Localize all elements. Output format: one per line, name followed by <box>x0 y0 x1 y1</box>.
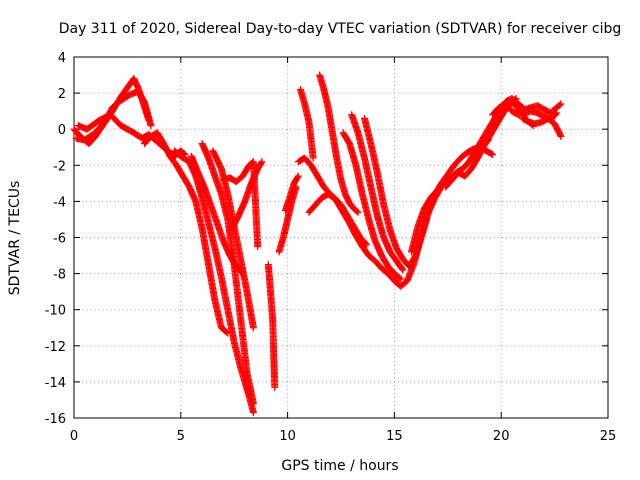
y-tick-label: 0 <box>58 123 66 138</box>
y-tick-label: 2 <box>58 87 66 102</box>
series-arc-23 <box>442 95 520 191</box>
data-point <box>249 409 257 417</box>
series-arc-4 <box>140 129 232 337</box>
data-point <box>258 158 266 166</box>
y-axis-title: SDTVAR / TECUs <box>7 181 23 296</box>
series-arc-13 <box>281 172 302 214</box>
data-point <box>488 150 496 158</box>
y-tick-label: -4 <box>53 195 66 210</box>
x-tick-label: 10 <box>279 429 296 444</box>
data-point <box>362 240 370 248</box>
y-tick-label: -14 <box>45 376 66 391</box>
data-point <box>239 270 247 278</box>
data-point <box>309 154 317 162</box>
data-point <box>489 150 497 158</box>
y-tick-label: -10 <box>45 304 66 319</box>
data-point <box>294 173 302 181</box>
y-tick-label: -6 <box>53 232 66 247</box>
data-point <box>254 243 262 251</box>
x-tick-label: 20 <box>493 429 510 444</box>
y-tick-label: 4 <box>58 51 66 66</box>
series-arc-11 <box>264 261 279 391</box>
y-tick-label: -2 <box>53 159 66 174</box>
data-point <box>354 208 362 216</box>
x-axis-title: GPS time / hours <box>281 458 398 474</box>
data-point <box>249 324 257 332</box>
data-point <box>249 400 257 408</box>
y-tick-label: -12 <box>45 340 66 355</box>
y-tick-label: -16 <box>45 412 66 427</box>
data-point <box>399 266 407 274</box>
series-arc-19 <box>348 111 407 274</box>
data-point <box>552 110 560 118</box>
data-point <box>398 265 406 273</box>
series-arc-27 <box>489 100 561 124</box>
data-point <box>557 100 565 108</box>
data-point <box>556 101 564 109</box>
series-arc-20 <box>360 114 445 270</box>
data-point <box>397 275 405 283</box>
data-point <box>363 241 371 249</box>
series-arc-10 <box>228 158 266 232</box>
series-arc-16 <box>316 71 362 216</box>
series-arc-14 <box>296 85 317 162</box>
data-point <box>396 274 404 282</box>
y-tick-label: -8 <box>53 268 66 283</box>
data-point <box>147 122 155 130</box>
series-arc-18 <box>339 129 405 283</box>
data-point <box>257 159 265 167</box>
axis-ticks: 0 5 10 15 20 25 -16 -14 -12 -10 -8 -6 -4 -2 0 2 4 <box>45 51 617 444</box>
series-arc-17 <box>305 190 371 249</box>
x-tick-label: 5 <box>177 429 185 444</box>
data-point <box>271 383 279 391</box>
data-point <box>553 109 561 117</box>
data-point <box>294 172 302 180</box>
grid-lines <box>74 57 608 418</box>
chart-title: Day 311 of 2020, Sidereal Day-to-day VTE… <box>59 21 622 37</box>
series-arc-8 <box>187 152 247 278</box>
data-marks <box>70 71 565 417</box>
x-tick-label: 15 <box>386 429 403 444</box>
x-tick-label: 25 <box>600 429 617 444</box>
data-point <box>353 207 361 215</box>
data-point <box>557 132 565 140</box>
x-tick-label: 0 <box>70 429 78 444</box>
data-point <box>238 269 246 277</box>
